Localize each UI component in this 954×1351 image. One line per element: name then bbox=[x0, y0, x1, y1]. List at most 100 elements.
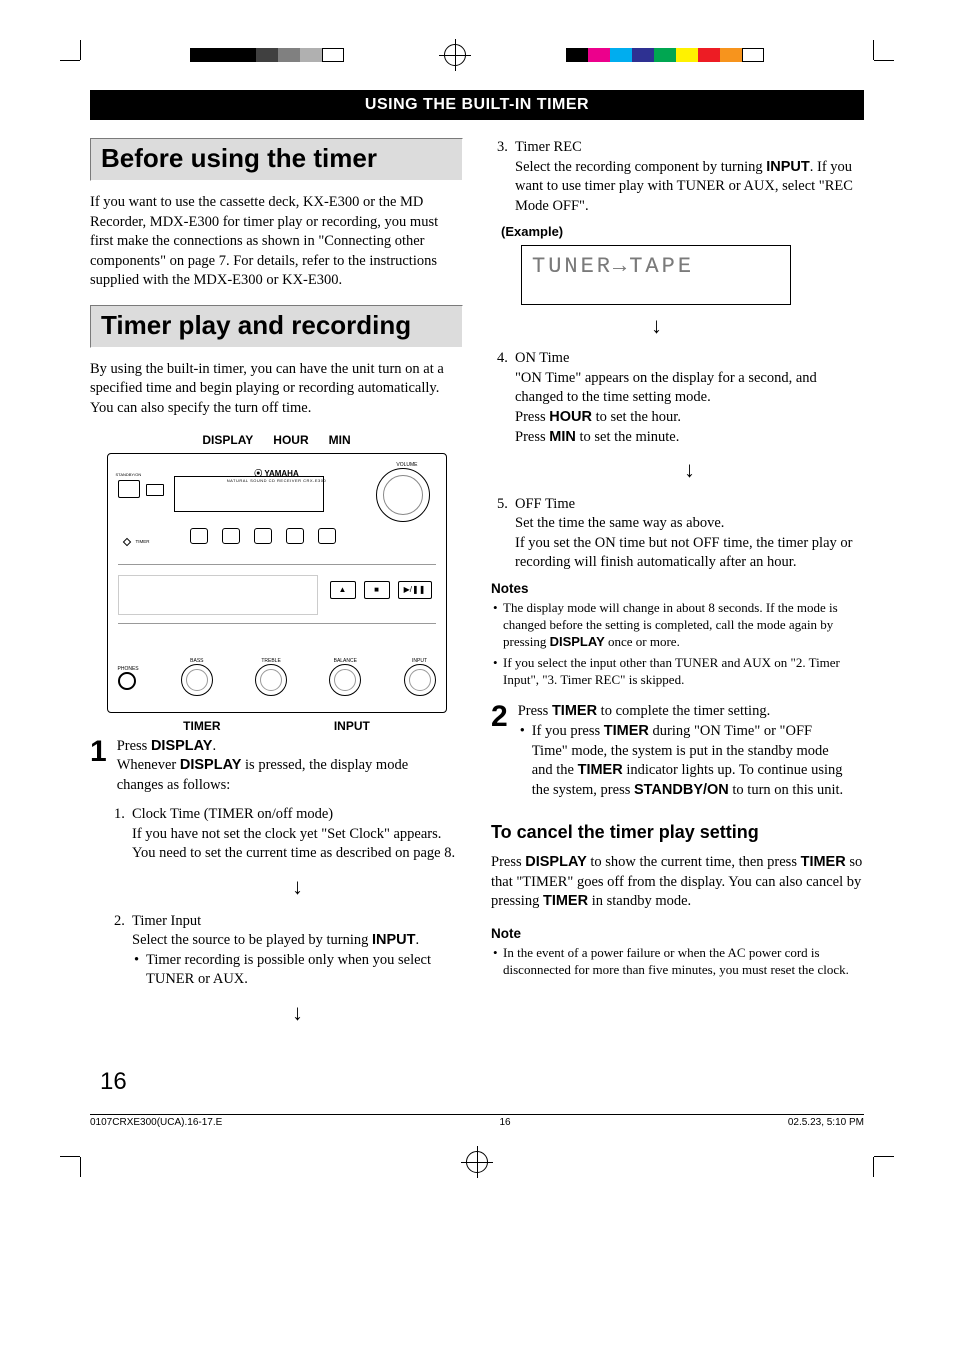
input-label: INPUT bbox=[404, 658, 436, 664]
swatch bbox=[632, 48, 654, 62]
heading-before-using: Before using the timer bbox=[90, 138, 463, 181]
text: "ON Time" appears on the display for a s… bbox=[515, 370, 817, 406]
phones-label: PHONES bbox=[118, 666, 139, 672]
time-button-icon bbox=[254, 528, 272, 544]
mid-section: ▲ ■ ▶/❚❚ bbox=[118, 564, 436, 624]
swatch bbox=[256, 48, 278, 62]
text: Set the time the same way as above. bbox=[515, 515, 724, 531]
crop-mark-ne bbox=[864, 40, 894, 70]
timer-led-icon bbox=[122, 537, 130, 545]
list-title: Timer REC bbox=[515, 139, 582, 155]
perform-button-icon bbox=[286, 528, 304, 544]
para-cancel: Press DISPLAY to show the current time, … bbox=[491, 853, 864, 912]
para-before-using: If you want to use the cassette deck, KX… bbox=[90, 193, 463, 291]
display-button-icon bbox=[190, 528, 208, 544]
right-column: 3. Timer REC Select the recording compon… bbox=[491, 138, 864, 1038]
text: Press bbox=[518, 703, 552, 719]
footer: 0107CRXE300(UCA).16-17.E 16 02.5.23, 5:1… bbox=[90, 1114, 864, 1128]
display-mode-list-cont2: 4. ON Time "ON Time" appears on the disp… bbox=[491, 349, 864, 573]
text-bold: MIN bbox=[549, 429, 576, 445]
list-item-5: 5. OFF Time Set the time the same way as… bbox=[515, 495, 864, 573]
list-item-2: 2. Timer Input Select the source to be p… bbox=[132, 912, 463, 1028]
section-header: USING THE BUILT-IN TIMER bbox=[90, 90, 864, 120]
bullet-item: If you press TIMER during "ON Time" or "… bbox=[532, 722, 851, 800]
swatch bbox=[190, 48, 212, 62]
text-bold: DISPLAY bbox=[180, 757, 242, 773]
text: . bbox=[416, 932, 420, 948]
step-1-body: Press DISPLAY. Whenever DISPLAY is press… bbox=[117, 737, 450, 796]
step-2-bullets: If you press TIMER during "ON Time" or "… bbox=[518, 722, 851, 800]
registration-mark-icon bbox=[444, 44, 466, 66]
play-pause-button-icon: ▶/❚❚ bbox=[398, 581, 432, 599]
text: Press bbox=[491, 854, 525, 870]
crop-mark-nw bbox=[60, 40, 90, 70]
para-timer-play: By using the built-in timer, you can hav… bbox=[90, 360, 463, 419]
text: . bbox=[212, 738, 216, 754]
list-number: 5. bbox=[497, 495, 508, 515]
down-arrow-icon: ↓ bbox=[132, 998, 463, 1028]
page-number: 16 bbox=[50, 1038, 904, 1106]
swatch bbox=[588, 48, 610, 62]
swatch bbox=[212, 48, 234, 62]
print-marks-bottom bbox=[50, 1128, 904, 1178]
text-bold: DISPLAY bbox=[151, 738, 213, 754]
bass-label: BASS bbox=[181, 658, 213, 664]
step-2: 2 Press TIMER to complete the timer sett… bbox=[491, 702, 864, 804]
swatch bbox=[322, 48, 344, 62]
standby-button-icon bbox=[118, 480, 140, 498]
crop-mark-sw bbox=[60, 1147, 90, 1177]
timer-label: TIMER bbox=[136, 539, 150, 544]
swatch bbox=[720, 48, 742, 62]
display-mode-list-cont: 3. Timer REC Select the recording compon… bbox=[491, 138, 864, 216]
diagram-top-labels: DISPLAY HOUR MIN bbox=[90, 433, 463, 447]
swatch bbox=[698, 48, 720, 62]
standby-label: STANDBY/ON bbox=[116, 472, 142, 477]
down-arrow-icon: ↓ bbox=[571, 313, 864, 339]
text-bold: TIMER bbox=[578, 762, 623, 778]
list-title: Clock Time (TIMER on/off mode) bbox=[132, 806, 333, 822]
text: Select the source to be played by turnin… bbox=[132, 932, 372, 948]
lcd-example: TUNER→TAPE bbox=[521, 245, 791, 305]
label-input: INPUT bbox=[334, 719, 370, 733]
heading-text: Timer play and recording bbox=[101, 310, 411, 340]
text: Press bbox=[515, 409, 549, 425]
swatch bbox=[234, 48, 256, 62]
text: to set the hour. bbox=[592, 409, 681, 425]
text: Select the recording component by turnin… bbox=[515, 159, 766, 175]
note-heading: Note bbox=[491, 926, 864, 941]
subheading-cancel: To cancel the timer play setting bbox=[491, 822, 864, 843]
swatch bbox=[566, 48, 588, 62]
swatch bbox=[610, 48, 632, 62]
label-min: MIN bbox=[329, 433, 351, 447]
swatch bbox=[300, 48, 322, 62]
text-bold: HOUR bbox=[549, 409, 592, 425]
crop-mark-se bbox=[864, 1147, 894, 1177]
device-diagram: DISPLAY HOUR MIN YAMAHA NATURAL SOUND CD… bbox=[90, 433, 463, 733]
footer-mid: 16 bbox=[500, 1117, 511, 1128]
label-display: DISPLAY bbox=[202, 433, 253, 447]
swatch bbox=[676, 48, 698, 62]
balance-knob-icon bbox=[329, 664, 361, 696]
list-number: 2. bbox=[114, 912, 125, 932]
volume-knob-icon bbox=[376, 468, 430, 522]
list-number: 3. bbox=[497, 138, 508, 158]
volume-label: VOLUME bbox=[396, 462, 417, 468]
label-hour: HOUR bbox=[273, 433, 308, 447]
label-timer: TIMER bbox=[183, 719, 220, 733]
text: Whenever bbox=[117, 757, 180, 773]
text: Press bbox=[515, 429, 549, 445]
button-row bbox=[190, 528, 336, 544]
memory-button-icon bbox=[222, 528, 240, 544]
text-bold: DISPLAY bbox=[550, 634, 605, 649]
note-item: If you select the input other than TUNER… bbox=[503, 655, 864, 689]
footer-left: 0107CRXE300(UCA).16-17.E bbox=[90, 1117, 222, 1128]
list-title: OFF Time bbox=[515, 496, 575, 512]
text: in standby mode. bbox=[588, 893, 691, 909]
text-bold: INPUT bbox=[766, 159, 810, 175]
swatch bbox=[742, 48, 764, 62]
treble-label: TREBLE bbox=[255, 658, 287, 664]
lcd-text: TUNER→TAPE bbox=[532, 254, 694, 279]
text-bold: DISPLAY bbox=[525, 854, 587, 870]
text-bold: TIMER bbox=[552, 703, 597, 719]
notes-heading: Notes bbox=[491, 581, 864, 596]
